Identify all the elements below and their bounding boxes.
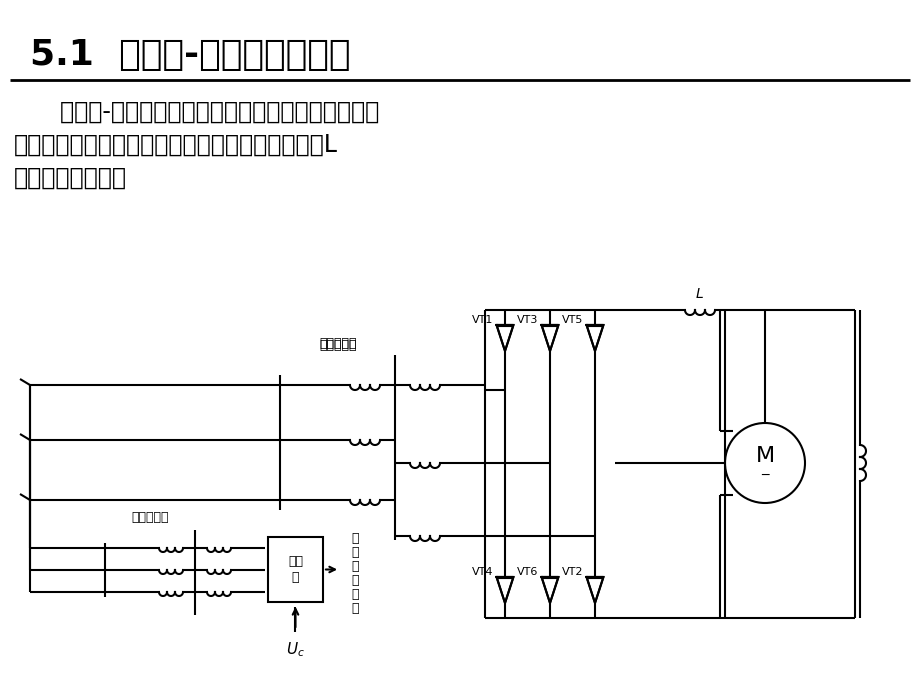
Text: VT1: VT1	[471, 315, 493, 325]
Text: 晶闸管-直流电动机系统是直流调速最基本的组成，: 晶闸管-直流电动机系统是直流调速最基本的组成，	[30, 100, 379, 124]
Circle shape	[724, 423, 804, 503]
Text: 它主要由整流变压器、晶闸管整流器、平波电抗器L: 它主要由整流变压器、晶闸管整流器、平波电抗器L	[14, 133, 337, 157]
Text: M: M	[754, 446, 774, 466]
Text: 整流变压器: 整流变压器	[319, 337, 357, 350]
Text: L: L	[696, 287, 703, 301]
Bar	[267, 537, 323, 602]
Text: VT5: VT5	[562, 315, 583, 325]
Text: ─: ─	[760, 469, 768, 482]
Text: $U_c$: $U_c$	[286, 640, 304, 659]
Polygon shape	[541, 577, 558, 603]
Text: VT4: VT4	[471, 567, 493, 577]
Polygon shape	[496, 325, 513, 351]
Polygon shape	[586, 325, 603, 351]
Polygon shape	[541, 325, 558, 351]
Text: 触发
器: 触发 器	[288, 555, 302, 584]
Text: 5.1  晶闸管-直流电动机系统: 5.1 晶闸管-直流电动机系统	[30, 38, 350, 72]
Text: 六
路
触
发
脉
冲: 六 路 触 发 脉 冲	[351, 532, 358, 615]
Polygon shape	[586, 577, 603, 603]
Text: 同步变压器: 同步变压器	[131, 511, 168, 524]
Text: VT2: VT2	[562, 567, 583, 577]
Text: 整流变压器: 整流变压器	[319, 339, 357, 352]
Text: VT3: VT3	[516, 315, 538, 325]
Text: VT6: VT6	[516, 567, 538, 577]
Polygon shape	[496, 577, 513, 603]
Text: 和直流电动机组成: 和直流电动机组成	[14, 166, 127, 190]
